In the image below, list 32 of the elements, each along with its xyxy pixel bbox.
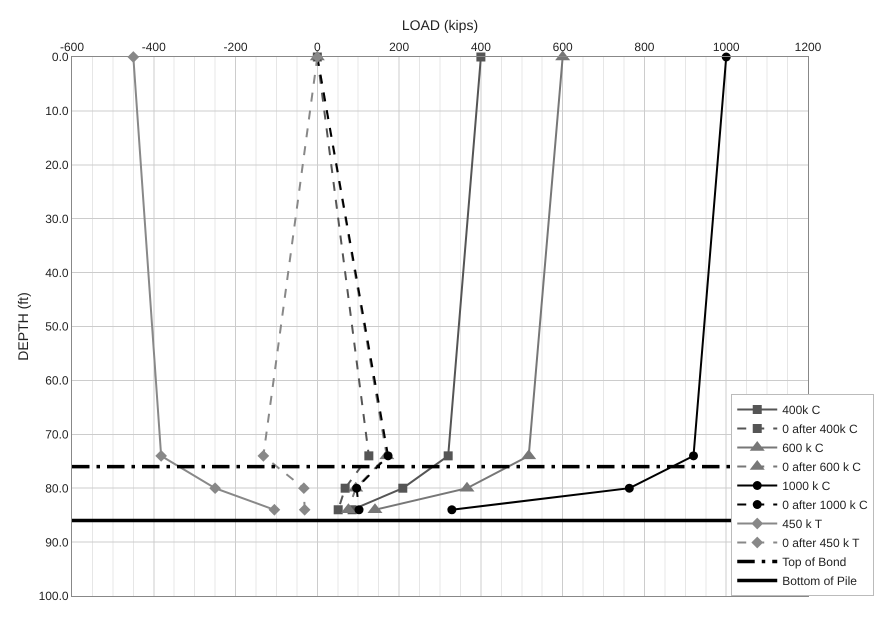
x-tick-label: 1000 <box>712 40 740 54</box>
legend-label: 400k C <box>782 403 821 418</box>
x-tick-label: 800 <box>634 40 655 54</box>
x-tick-label: 600 <box>552 40 573 54</box>
y-tick-label: 20.0 <box>45 158 69 172</box>
y-tick-label: 80.0 <box>45 481 69 496</box>
legend-label: 450 k T <box>782 517 823 532</box>
legend-label: 0 after 400k C <box>782 422 858 436</box>
legend-label: 600 k C <box>782 441 824 456</box>
y-tick-label: 60.0 <box>45 374 69 388</box>
legend-label: 0 after 600 k C <box>782 460 862 474</box>
y-tick-label: 90.0 <box>45 535 69 550</box>
y-tick-label: 50.0 <box>45 320 69 334</box>
y-tick-label: 10.0 <box>45 104 69 118</box>
legend-label: 1000 k C <box>782 479 831 494</box>
legend-label: 0 after 450 k T <box>782 536 860 550</box>
x-tick-label: 0 <box>314 40 321 54</box>
y-axis-title: DEPTH (ft) <box>15 292 32 361</box>
legend-label: Top of Bond <box>782 555 846 570</box>
legend-label: 0 after 1000 k C <box>782 498 868 512</box>
x-axis-title: LOAD (kips) <box>402 16 478 33</box>
x-tick-label: -400 <box>142 40 166 54</box>
x-tick-label: 1200 <box>794 40 822 54</box>
y-tick-label: 40.0 <box>45 266 69 280</box>
y-tick-label: 70.0 <box>45 428 69 442</box>
legend-label: Bottom of Pile <box>782 574 858 588</box>
x-tick-label: -200 <box>224 40 248 54</box>
x-tick-label: 200 <box>389 40 410 54</box>
x-tick-label: 400 <box>470 40 492 54</box>
y-tick-label: 100.0 <box>38 589 69 604</box>
y-tick-label: 30.0 <box>45 212 69 226</box>
y-tick-label: 0.0 <box>52 50 69 64</box>
